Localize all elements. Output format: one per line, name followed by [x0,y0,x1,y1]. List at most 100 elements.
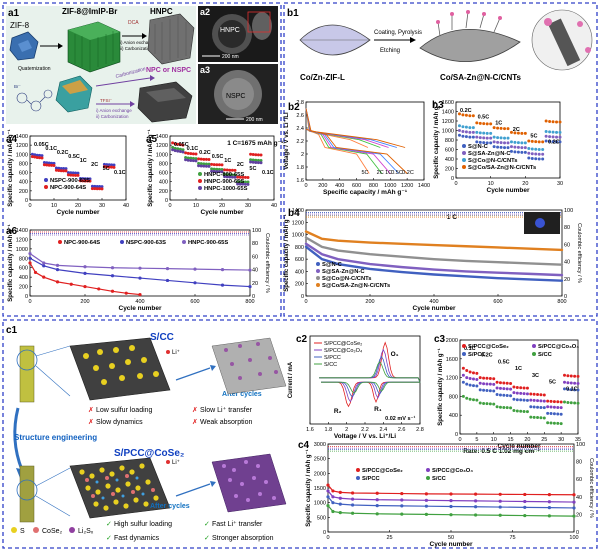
point-S@N-C [457,133,461,137]
point-NSPC-900-63S [81,177,85,181]
point-S/PCC@CoSe₂ [519,386,523,390]
point-HNPC-900-65S [207,158,211,162]
point-S@SA-Zn@N-C [496,140,500,144]
x-tick-label: 2.4 [380,427,388,433]
b1-process1: Coating, Pyrolysis [374,30,422,36]
y-axis-label: Current / mA [288,361,294,398]
point-S/PCC@Co₃O₄ [465,376,469,380]
point-S/PCC@Co₃O₄ [492,382,496,386]
point-S/PCC@Co₃O₄ [522,392,526,396]
point-S@Co/SA-Zn@N-C/CNTs [485,122,489,126]
point-NSPC-900-63S [74,171,78,175]
point-S@SA-Zn@N-C [471,130,475,134]
point-NSPC-900-63S [64,167,68,171]
point-S@SA-Zn@N-C [492,140,496,144]
point-S/PCC@Co₃O₄ [563,380,567,384]
legend-marker [462,344,466,348]
point-S@Co/SA-Zn@N-C/CNTs [530,139,534,143]
point-HNPC-900-65S [251,153,255,157]
point-S/PCC@CoSe₂ [549,399,553,403]
x-tick-label: 10 [488,181,494,187]
point-S@Co/SA-Zn@N-C/CNTs [548,119,552,123]
chart-b4: b40 200 400 600 8000200400600800100012001400… [283,208,582,312]
s-cc-particles [83,345,159,385]
point-NSPC-900-63S [59,166,63,170]
x-tick-label: 2 [345,427,348,433]
point-HNPC-900-65S [212,163,216,167]
annotation-r2: R₂ [334,408,342,415]
point-S@Co/SA-Zn@N-C/CNTs [496,126,500,130]
x-tick-label: 40 [123,203,129,209]
panel-b2-label: b2 [288,102,300,113]
s-cc-after-slab [211,337,287,395]
point-S@SA-Zn@N-C [551,135,555,139]
point-HNPC-1000-65S [259,161,263,165]
point-HNPC-900-65S [197,157,201,161]
svg-text:✗: ✗ [192,418,198,426]
point-S@SA-Zn@N-C [537,152,541,156]
point-S/PCC@CoSe₂ [461,366,465,370]
point-S/PCC@Co₃O₄ [546,405,550,409]
annotation: 0.1C [187,146,199,152]
x-tick-label: 20 [524,437,530,443]
point-S/CC [536,416,540,420]
point-NPC-900-64S [69,173,73,177]
x-tick-label: 0 [454,181,457,187]
point-NSPC-900-63S [52,161,56,165]
y-tick-label: 0 [323,530,326,536]
x-axis-label: Cycle number [498,443,541,450]
point-S@N-C [489,141,493,145]
point-S/PCC@CoSe₂ [559,400,563,404]
x-tick-label: 1.8 [325,427,333,433]
point-S@SA-Zn@N-C [499,141,503,145]
point-HNPC-800-65S [228,173,232,177]
y-tick-label: 800 [19,161,28,167]
panel-a5-label: a5 [146,134,158,145]
point-S/PCC@Co₃O₄ [552,405,556,409]
panel-a2: a2 HNPC 200 nm [198,6,278,62]
x-tick-label: 20 [522,181,528,187]
point-HNPC-1000-65S [173,149,177,153]
b1-process2: Etching [380,48,400,54]
y2-tick-label: 60 [252,254,258,260]
x-tick-label: 600 [190,299,199,305]
legend-marker [462,151,466,155]
point-HNPC-1000-65S [202,164,206,168]
point-HNPC-1000-65S [254,161,258,165]
point-S/PCC@CoSe₂ [529,392,533,396]
point-S@N-C [492,145,496,149]
point-S@Co@N-C/CNTs [527,147,531,151]
svg-text:✓: ✓ [204,521,210,528]
point-HNPC-900-65S [171,141,175,145]
point-HNPC-800-65S [223,172,227,176]
annotation: 1C [385,170,392,176]
point-S/CC [512,409,516,412]
legend-label: S/PCC [324,355,341,361]
legend-label: S/CC [538,352,553,358]
point-S/PCC@Co₃O₄ [515,391,519,395]
svg-text:✓: ✓ [204,535,210,542]
point-NPC-900-64S [40,156,44,160]
point-HNPC-1000-65S [230,175,234,179]
point-S/PCC [485,389,489,393]
point-HNPC-900-65S [259,153,263,157]
y-tick-label: 400 [19,180,28,186]
x-tick-label: 800 [369,183,378,189]
point-HNPC-800-65S [212,167,216,171]
x-tick-label: 30 [99,203,105,209]
y2-tick-label: 40 [252,268,258,274]
point-S/CC [569,401,573,405]
point-S/PCC@Co₃O₄ [556,405,560,409]
point-HNPC-800-65S [181,148,185,152]
legend-marker [356,468,360,472]
point-HNPC-1000-65S [194,159,198,163]
chart-header: 1 C [447,214,457,221]
annotation: 0.05C [174,142,189,148]
point-S/PCC@CoSe₂ [542,393,546,397]
y-tick-label: 1.6 [296,178,304,184]
point-S@N-C [555,140,559,144]
point-S/PCC [475,384,479,388]
point-HNPC-900-65S [225,168,229,172]
point-S/PCC@Co₃O₄ [559,406,563,410]
annotation: 0.1C [45,146,57,152]
